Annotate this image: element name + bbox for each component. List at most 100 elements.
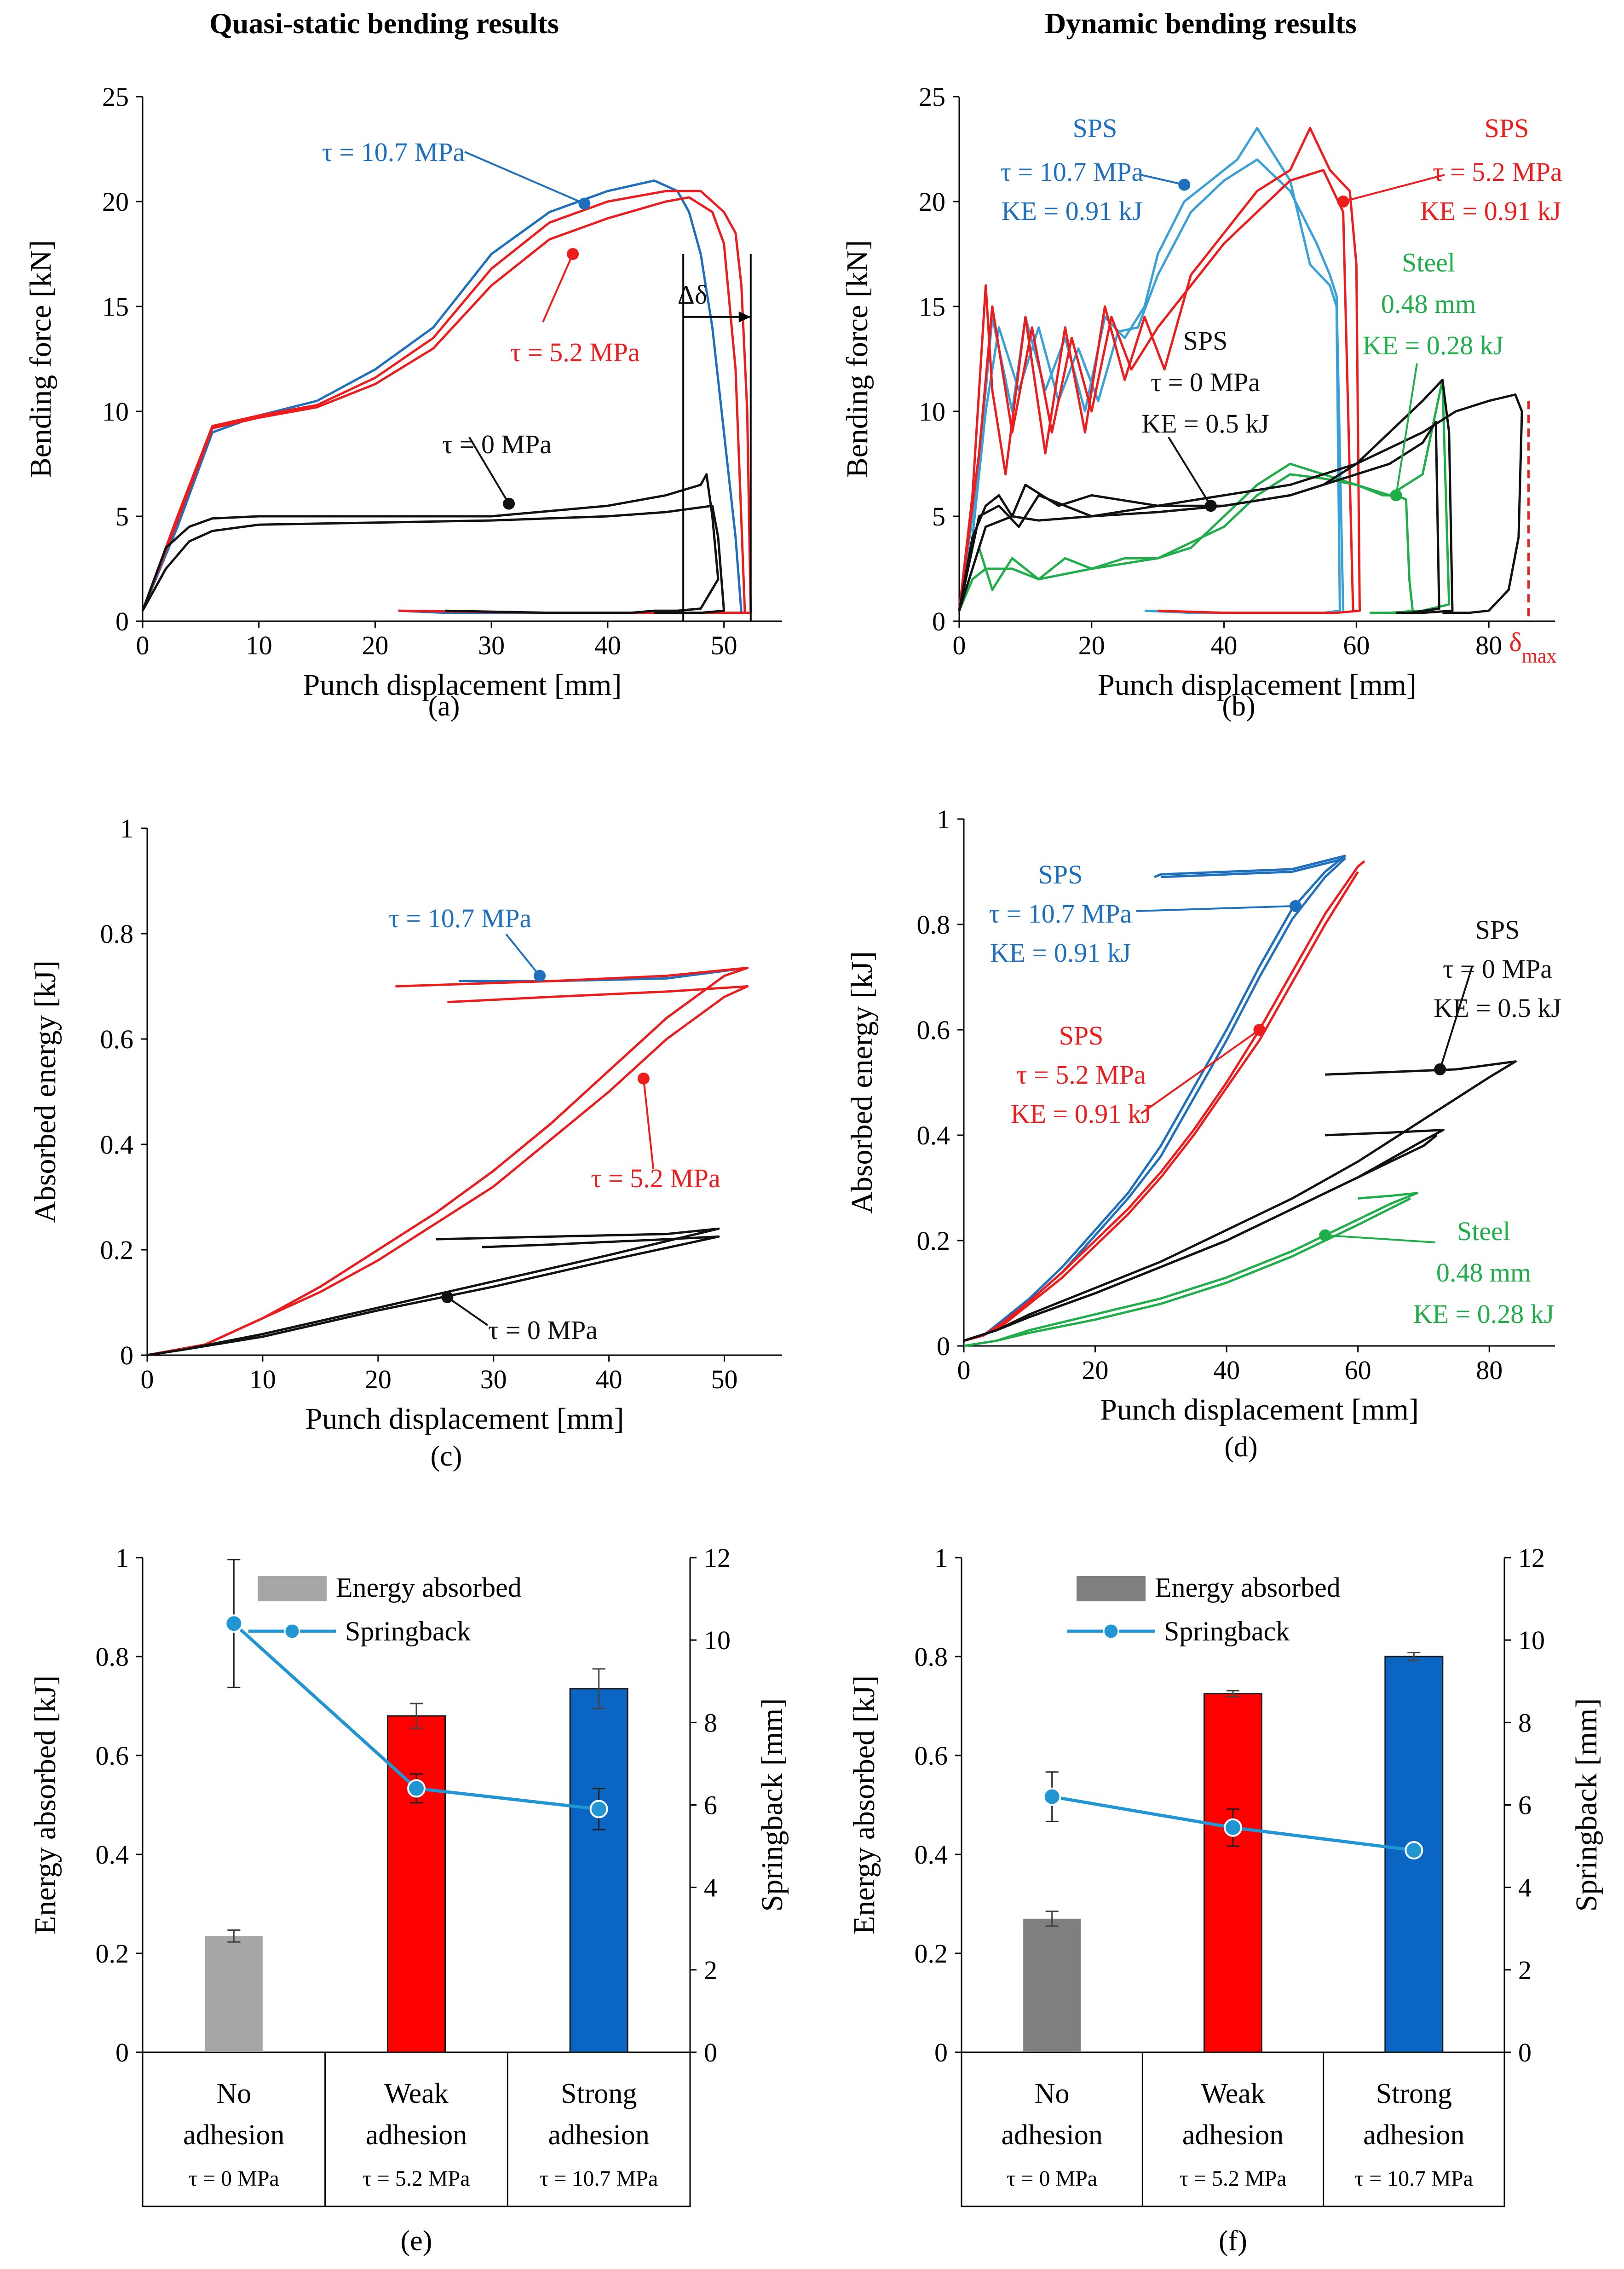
category-tau: τ = 5.2 MPa (1179, 2166, 1286, 2191)
legend-bar-label: Energy absorbed (336, 1572, 522, 1603)
annotation-label: SPS (1475, 915, 1520, 945)
header-right: Dynamic bending results (1045, 7, 1357, 40)
y2-tick-label: 0 (704, 2038, 717, 2067)
leader-line (505, 933, 541, 976)
series-line (963, 860, 1365, 1342)
annotation-label: SPS (1183, 326, 1228, 356)
annotation-label: SPS (1485, 113, 1529, 143)
x-tick-label: 40 (596, 1364, 622, 1394)
springback-point (1224, 1818, 1242, 1837)
leader-line (1168, 436, 1212, 507)
category-label-line1: Weak (384, 2078, 449, 2109)
y-tick-label: 0.2 (917, 1226, 950, 1256)
annotation-label: KE = 0.5 kJ (1434, 993, 1561, 1023)
energy-bar (205, 1936, 263, 2052)
series-line (963, 1192, 1418, 1347)
y-tick-label: 1 (937, 804, 950, 834)
leader-dot (1178, 179, 1191, 191)
leader-line (447, 1296, 489, 1326)
panel-caption: (a) (428, 691, 460, 722)
annotation-label: δmax (1509, 627, 1556, 667)
y-tick-label: 20 (102, 187, 129, 217)
series-line (147, 1227, 720, 1357)
legend-bar-swatch (258, 1576, 327, 1601)
panel-caption: (b) (1222, 691, 1255, 722)
x-tick-label: 50 (711, 630, 737, 660)
y-tick-label: 0.6 (96, 1741, 129, 1771)
annotation-label: Steel (1457, 1216, 1510, 1246)
leader-dot (1337, 196, 1349, 208)
category-label-line2: adhesion (1363, 2119, 1464, 2151)
springback-point (589, 1800, 608, 1819)
leader-line (1325, 1234, 1436, 1243)
series-line (958, 379, 1451, 614)
y-tick-label: 0.2 (96, 1939, 129, 1969)
category-tau: τ = 0 MPa (189, 2166, 279, 2191)
series-line (963, 871, 1359, 1342)
panel-caption: (d) (1224, 1432, 1257, 1463)
y-tick-label: 1 (115, 1543, 129, 1573)
category-label-line2: adhesion (1182, 2119, 1284, 2151)
leader-line (468, 436, 510, 504)
y2-tick-label: 4 (704, 1873, 717, 1903)
y-tick-label: 0 (937, 1331, 950, 1361)
legend-line-marker (1103, 1623, 1119, 1640)
annotation-label: SPS (1038, 860, 1083, 889)
annotation-label: SPS (1073, 113, 1117, 143)
y-tick-label: 15 (919, 292, 945, 322)
y-tick-label: 25 (919, 82, 945, 112)
category-label-line1: Strong (1376, 2078, 1452, 2109)
series-line (958, 169, 1354, 611)
y-tick-label: 1 (120, 814, 133, 843)
x-tick-label: 40 (1213, 1355, 1240, 1385)
leader-line (464, 151, 585, 205)
x-tick-label: 40 (1211, 630, 1238, 660)
annotation-label: 0.48 mm (1381, 289, 1476, 319)
y2-tick-label: 8 (1518, 1708, 1532, 1738)
y2-tick-label: 10 (704, 1625, 731, 1655)
annotation-label: KE = 0.28 kJ (1413, 1299, 1555, 1329)
annotation-label: KE = 0.91 kJ (1420, 196, 1561, 226)
leader-dot (1290, 900, 1302, 912)
category-label-line1: Strong (561, 2078, 637, 2109)
x-tick-label: 50 (711, 1364, 738, 1394)
y2-tick-label: 0 (1518, 2038, 1532, 2067)
leader-dot (567, 248, 579, 260)
y-tick-label: 0.8 (96, 1642, 129, 1672)
leader-dot (1253, 1024, 1266, 1036)
x-axis-label: Punch displacement [mm] (1100, 1393, 1419, 1426)
annotation-label: KE = 0.91 kJ (990, 938, 1131, 968)
y-axis-label: Absorbed energy [kJ] (845, 951, 879, 1214)
series-line (147, 966, 749, 1357)
y-tick-label: 0 (932, 606, 945, 636)
category-label-line2: adhesion (548, 2119, 649, 2151)
annotation-label: KE = 0.91 kJ (1011, 1099, 1152, 1129)
x-tick-label: 80 (1476, 1355, 1503, 1385)
series-line (141, 179, 743, 614)
energy-bar (387, 1715, 446, 2053)
series-line (147, 1235, 720, 1357)
y2-tick-label: 6 (704, 1790, 717, 1820)
annotation-subscript: max (1522, 645, 1557, 667)
series-line (958, 127, 1361, 614)
x-tick-label: 0 (136, 630, 150, 660)
annotation-label: Steel (1402, 248, 1455, 277)
series-line (963, 1197, 1411, 1347)
y-tick-label: 0.8 (915, 1642, 948, 1672)
y-axis-label: Energy absorbed [kJ] (847, 1675, 881, 1934)
series-line (963, 1134, 1438, 1342)
leader-line (1140, 174, 1185, 186)
category-tau: τ = 10.7 MPa (1355, 2166, 1473, 2191)
annotation-label: KE = 0.5 kJ (1141, 409, 1269, 439)
panel-a: 0 5 10 15 20 25 0 10 20 30 40 50 Punch displacement … (24, 82, 782, 722)
x-axis-label: Punch displacement [mm] (303, 668, 622, 702)
category-tau: τ = 0 MPa (1007, 2166, 1097, 2191)
y2-tick-label: 12 (704, 1543, 731, 1573)
leader-dot (441, 1291, 454, 1304)
y2-tick-label: 4 (1518, 1873, 1532, 1903)
y-axis-label: Bending force [kN] (841, 240, 874, 478)
x-tick-label: 10 (246, 630, 272, 660)
leader-dot (1204, 500, 1217, 512)
x-tick-label: 0 (957, 1355, 971, 1385)
